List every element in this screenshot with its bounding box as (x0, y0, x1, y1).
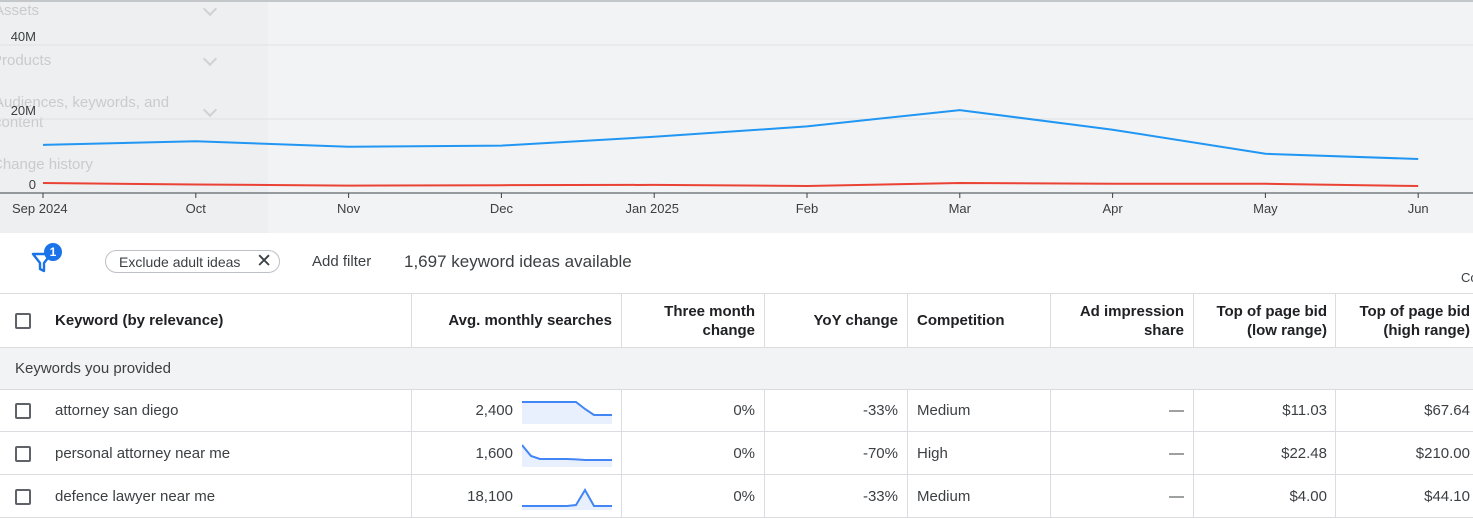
header-ad-impression-share[interactable]: Ad impression share (1079, 302, 1184, 339)
close-icon[interactable]: ✕ (256, 251, 272, 272)
bid-low-cell: $22.48 (1281, 444, 1327, 462)
ad-impression-share-cell: — (1169, 444, 1184, 462)
x-tick-label: May (1253, 201, 1278, 216)
add-filter-button[interactable]: Add filter (312, 253, 372, 270)
y-tick-label: 0 (29, 177, 36, 192)
three-month-change-cell: 0% (733, 402, 755, 419)
header-bid-low[interactable]: Top of page bid (low range) (1216, 302, 1327, 339)
row-checkbox[interactable] (15, 446, 31, 462)
x-tick-label: Oct (186, 201, 207, 216)
ghost-menu-change-history: Change history (0, 156, 93, 173)
ghost-menu-assets: Assets (0, 2, 40, 19)
x-tick-label: Jun (1408, 201, 1429, 216)
bid-high-cell: $44.10 (1424, 487, 1470, 505)
sparkline-line (522, 444, 612, 461)
exclude-adult-ideas-chip[interactable]: Exclude adult ideas ✕ (105, 250, 280, 273)
avg-searches-cell: 1,600 (475, 444, 513, 462)
three-month-change-cell: 0% (733, 487, 755, 505)
select-all-checkbox[interactable] (15, 313, 31, 329)
competition-cell: Medium (917, 402, 971, 419)
sparkline-area (522, 445, 612, 467)
y-tick-label: 20M (11, 103, 36, 118)
trend-chart-panel: Assets Products Audiences, keywords, and… (0, 0, 1473, 233)
x-tick-label: Apr (1102, 201, 1123, 216)
keyword-ideas-count: 1,697 keyword ideas available (404, 252, 632, 271)
ad-impression-share-cell: — (1169, 402, 1184, 419)
bid-low-cell: $4.00 (1289, 487, 1327, 505)
background-nav-panel (0, 2, 268, 233)
series-line-1[interactable] (42, 109, 1419, 160)
bid-high-cell: $210.00 (1415, 444, 1470, 462)
row-checkbox[interactable] (15, 489, 31, 505)
y-tick-label: 40M (11, 29, 36, 44)
competition-cell: High (917, 444, 948, 462)
avg-searches-cell: 2,400 (475, 402, 513, 419)
ad-impression-share-cell: — (1169, 487, 1184, 505)
avg-searches-cell: 18,100 (467, 487, 513, 505)
keyword-cell: defence lawyer near me (55, 487, 216, 505)
sparkline-area (522, 402, 612, 424)
header-keyword[interactable]: Keyword (by relevance) (55, 312, 224, 329)
header-three-month-change[interactable]: Three month change (664, 302, 755, 339)
x-tick-label: Jan 2025 (625, 201, 679, 216)
filter-count-badge: 1 (44, 243, 62, 261)
table-row[interactable]: attorney san diego 2,400 0% -33% Medium — $11.… (0, 390, 1473, 432)
row-checkbox[interactable] (15, 403, 31, 419)
competition-cell: Medium (917, 487, 971, 505)
group-label: Keywords you provided (15, 360, 171, 377)
sparkline-line (522, 488, 612, 507)
columns-button[interactable]: Co (1461, 270, 1473, 285)
table-header-row: Keyword (by relevance) Avg. monthly sear… (0, 293, 1473, 348)
three-month-change-cell: 0% (733, 444, 755, 462)
x-tick-label: Nov (337, 201, 361, 216)
sparkline-area (522, 490, 612, 510)
bid-low-cell: $11.03 (1282, 402, 1327, 419)
x-tick-label: Sep 2024 (12, 201, 68, 216)
table-row[interactable]: defence lawyer near me 18,100 0% -33% Medium… (0, 475, 1473, 518)
yoy-change-cell: -33% (862, 402, 898, 419)
group-row: Keywords you provided (0, 348, 1473, 390)
keyword-cell: attorney san diego (55, 402, 179, 419)
ghost-menu-products: Products (0, 52, 52, 69)
series-line-2[interactable] (42, 181, 1419, 188)
header-bid-high[interactable]: Top of page bid (high range) (1359, 302, 1470, 339)
yoy-change-cell: -33% (862, 487, 898, 505)
trend-sparkline (522, 444, 612, 467)
yoy-change-cell: -70% (862, 444, 898, 462)
x-tick-label: Feb (796, 201, 818, 216)
chip-label: Exclude adult ideas (119, 253, 241, 270)
sparkline-line (522, 401, 612, 416)
trend-sparkline (522, 488, 612, 510)
header-yoy-change[interactable]: YoY change (813, 312, 898, 329)
trend-sparkline (522, 401, 612, 424)
table-row[interactable]: personal attorney near me 1,600 0% -70% High… (0, 432, 1473, 475)
header-avg-monthly-searches[interactable]: Avg. monthly searches (448, 312, 612, 329)
x-tick-label: Mar (949, 201, 972, 216)
keyword-cell: personal attorney near me (55, 444, 231, 462)
line-chart: 40M 20M 0 Sep 2024 Oct Nov Dec Jan 2025 Feb Mar Ap… (0, 29, 1473, 216)
header-competition[interactable]: Competition (917, 312, 1005, 329)
ghost-menu-audiences: Audiences, keywords, and content (0, 94, 170, 131)
bid-high-cell: $67.64 (1424, 402, 1470, 419)
x-tick-label: Dec (490, 201, 514, 216)
